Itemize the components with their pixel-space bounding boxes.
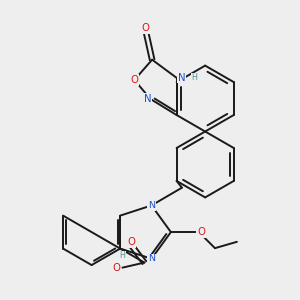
Text: N: N [148,201,155,210]
Text: N: N [178,73,185,83]
Text: N: N [148,254,155,263]
Text: H: H [191,74,197,82]
Text: N: N [144,94,152,104]
Text: O: O [197,227,205,237]
Text: O: O [141,23,149,33]
Text: O: O [127,237,135,247]
Text: O: O [130,75,138,85]
Text: O: O [112,262,121,273]
Text: H: H [119,251,125,260]
